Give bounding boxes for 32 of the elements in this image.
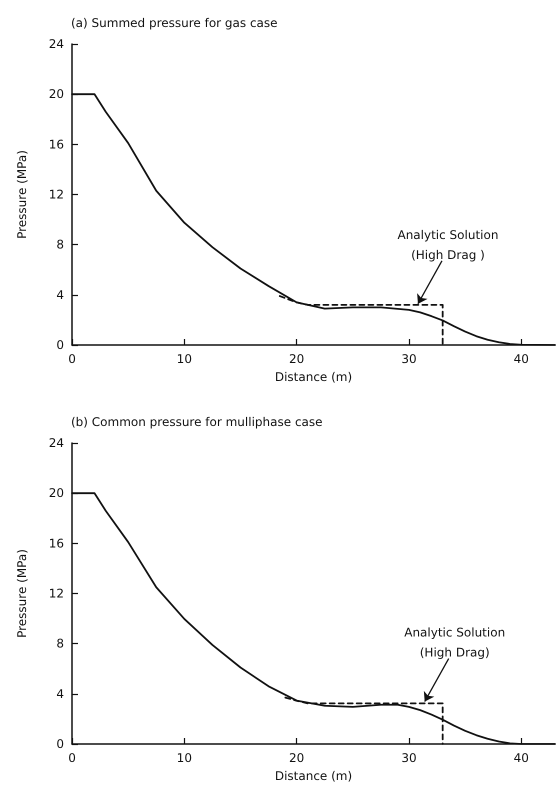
y-tick-label: 4	[56, 288, 64, 302]
y-tick-label: 4	[56, 686, 64, 701]
y-tick-label: 12	[48, 586, 64, 600]
y-tick-label: 16	[48, 536, 64, 550]
y-tick-label: 24	[48, 436, 64, 450]
y-tick-label: 24	[48, 37, 64, 51]
x-tick-label: 10	[176, 352, 192, 366]
annotation: Analytic Solution (High Drag )	[397, 228, 498, 262]
y-axis-title: Pressure (MPa)	[15, 150, 29, 239]
y-tick-label: 8	[56, 238, 64, 252]
x-tick-label: 30	[401, 352, 417, 366]
x-tick-label: 0	[68, 352, 76, 366]
x-tick-label: 10	[176, 751, 192, 765]
x-tick-label: 30	[401, 751, 417, 765]
y-tick-label: 8	[56, 636, 64, 651]
y-axis-title: Pressure (MPa)	[15, 549, 29, 638]
y-tick-label: 0	[56, 737, 64, 751]
y-tick-label: 12	[48, 188, 64, 202]
x-tick-label: 0	[68, 751, 76, 765]
y-tick-label: 20	[48, 486, 64, 500]
y-tick-label: 16	[48, 137, 64, 152]
y-tick-label: 0	[56, 338, 64, 352]
x-tick-label: 20	[289, 751, 304, 765]
x-tick-label: 20	[289, 352, 304, 366]
x-tick-label: 40	[514, 751, 529, 765]
x-axis-title: Distance (m)	[274, 370, 352, 384]
chart-title: (a) Summed pressure for gas case	[71, 16, 278, 30]
chart-title: (b) Common pressure for mulliphase case	[71, 415, 323, 429]
y-tick-label: 20	[48, 87, 64, 102]
annotation: Analytic Solution (High Drag)	[404, 626, 506, 660]
x-tick-label: 40	[514, 352, 529, 366]
x-axis-title: Distance (m)	[274, 769, 352, 783]
